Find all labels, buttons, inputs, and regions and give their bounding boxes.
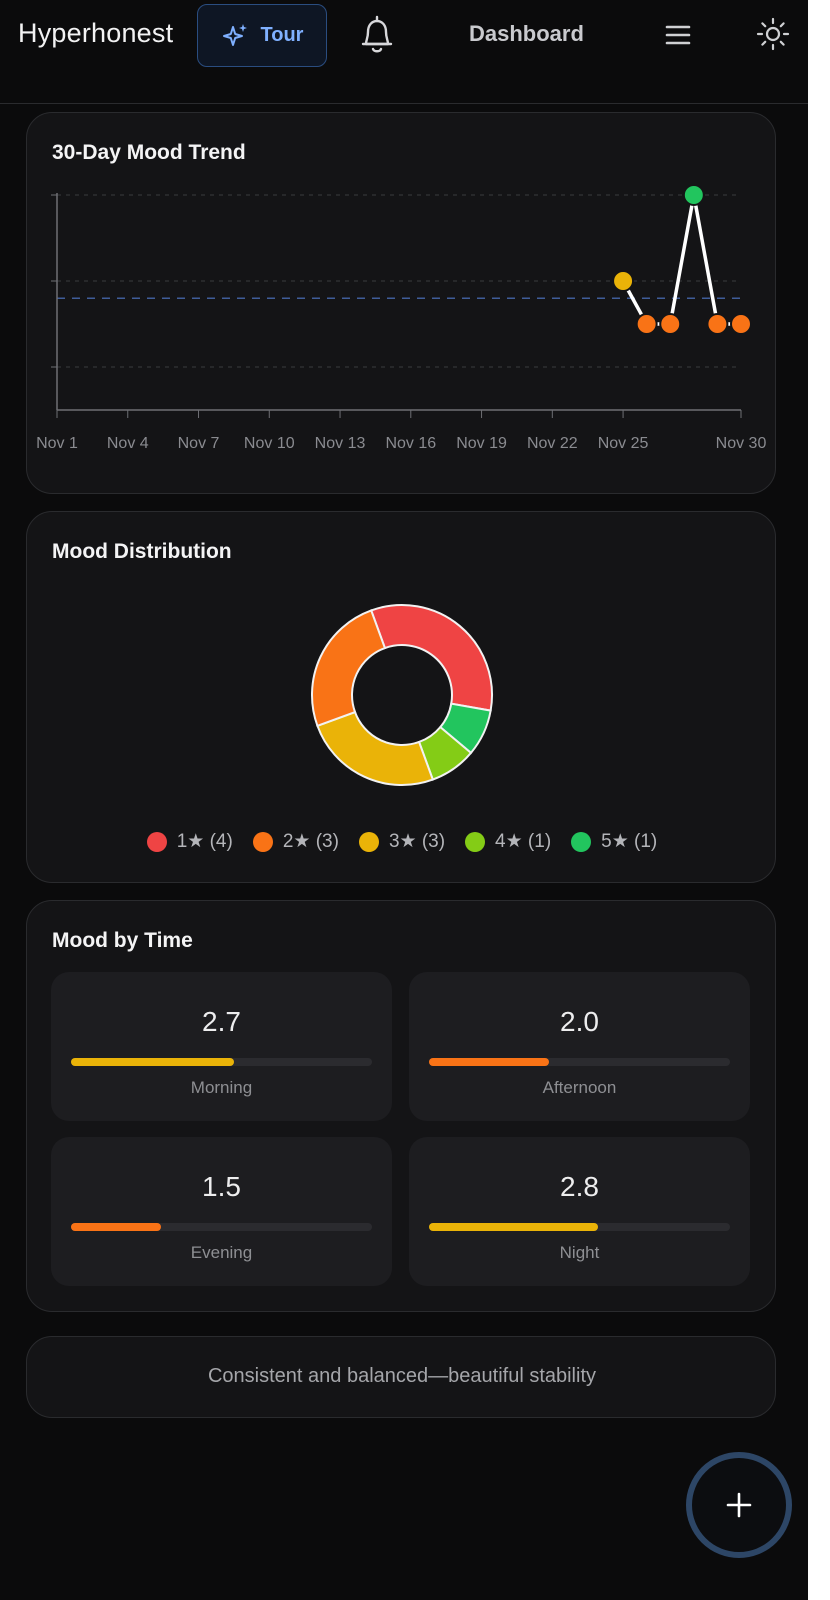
nav-dashboard-link[interactable]: Dashboard [469, 21, 584, 46]
x-tick-label: Nov 19 [456, 435, 507, 452]
tile-label: Evening [190, 1243, 253, 1262]
mood-by-time-card: Mood by Time 2.7 Morning 2.0 Afternoon 1… [26, 900, 776, 1312]
data-point [706, 313, 729, 335]
time-tile-morning: 2.7 Morning [51, 972, 392, 1121]
legend-label: 4★ (1) [495, 831, 552, 852]
tile-progress-fill [429, 1058, 550, 1066]
tile-value: 1.5 [202, 1171, 241, 1202]
tile-progress-fill [71, 1058, 234, 1066]
legend-label: 2★ (3) [282, 831, 339, 852]
mood-distribution-card: Mood Distribution 1★ (4) 2★ (3) 3★ (3) 4… [26, 511, 776, 883]
tile-progress-fill [71, 1223, 162, 1231]
x-tick-label: Nov 1 [36, 435, 78, 452]
legend-swatch [571, 831, 592, 852]
trend-line [621, 193, 741, 326]
sparkle-icon [222, 23, 247, 46]
tile-progress-track [429, 1058, 730, 1066]
insight-text: Consistent and balanced—beautiful stabil… [207, 1365, 597, 1387]
trend-title: 30-Day Mood Trend [52, 141, 246, 164]
donut-slice-1star [369, 604, 493, 712]
tile-value: 2.7 [202, 1006, 241, 1037]
data-point [659, 313, 682, 335]
mood-trend-card: Nov 1 Nov 4 Nov 7 Nov 10 Nov 13 Nov 16 Nov 19 N… [26, 112, 776, 494]
tile-label: Night [559, 1243, 600, 1262]
tile-progress-track [71, 1058, 372, 1066]
time-tile-night: 2.8 Night [409, 1137, 750, 1286]
mood-trend-chart: Nov 1 Nov 4 Nov 7 Nov 10 Nov 13 Nov 16 Nov 19 N… [36, 184, 767, 452]
data-point [730, 313, 752, 335]
app-page: Hyperhonest Tour Dashboard [0, 0, 808, 1558]
tile-value: 2.8 [560, 1171, 599, 1202]
plus-icon [726, 1492, 752, 1518]
legend-label: 3★ (3) [388, 831, 446, 852]
brand-logo[interactable]: Hyperhonest [18, 18, 174, 48]
legend-item: 3★ (3) [358, 830, 446, 853]
x-tick-label: Nov 25 [598, 435, 649, 452]
donut-slice-3star [316, 710, 435, 786]
legend-label: 5★ (1) [601, 831, 658, 852]
tile-label: Afternoon [542, 1078, 617, 1097]
legend-swatch [358, 831, 379, 852]
x-tick-label: Nov 7 [178, 435, 220, 452]
tile-label: Morning [190, 1078, 253, 1097]
legend-swatch [465, 831, 486, 852]
distribution-title: Mood Distribution [52, 540, 232, 563]
hamburger-menu-icon[interactable] [664, 22, 692, 48]
tour-label: Tour [260, 24, 304, 46]
insight-card: Consistent and balanced—beautiful stabil… [26, 1336, 776, 1418]
window-edge [808, 0, 830, 1600]
mood-donut-chart [311, 604, 493, 786]
top-nav: Hyperhonest Tour Dashboard [0, 0, 808, 104]
x-tick-label: Nov 30 [716, 435, 767, 452]
time-tile-evening: 1.5 Evening [51, 1137, 392, 1286]
legend-label: 1★ (4) [176, 831, 233, 852]
legend-item: 1★ (4) [146, 830, 233, 853]
tour-button[interactable]: Tour [197, 4, 327, 67]
tile-value: 2.0 [560, 1006, 599, 1037]
legend-item: 4★ (1) [465, 830, 551, 853]
data-point [635, 313, 658, 335]
donut-slice-2star [311, 609, 387, 728]
tile-progress-track [429, 1223, 730, 1231]
time-title: Mood by Time [52, 929, 193, 952]
donut-legend: 1★ (4) 2★ (3) 3★ (3) 4★ (1) 5★ (1) [27, 830, 777, 853]
legend-item: 5★ (1) [571, 830, 657, 853]
tile-progress-track [71, 1223, 372, 1231]
x-tick-label: Nov 22 [527, 435, 578, 452]
legend-swatch [146, 831, 167, 852]
x-tick-label: Nov 13 [315, 435, 366, 452]
data-point [682, 184, 705, 206]
tile-progress-fill [429, 1223, 598, 1231]
theme-sun-icon[interactable] [756, 17, 790, 51]
bell-icon[interactable] [358, 14, 396, 56]
x-tick-label: Nov 10 [244, 435, 295, 452]
legend-swatch [252, 831, 273, 852]
legend-item: 2★ (3) [252, 830, 339, 853]
add-entry-button[interactable] [686, 1452, 792, 1558]
x-tick-label: Nov 16 [385, 435, 436, 452]
x-tick-label: Nov 4 [107, 435, 149, 452]
data-point [612, 270, 635, 292]
time-tile-afternoon: 2.0 Afternoon [409, 972, 750, 1121]
